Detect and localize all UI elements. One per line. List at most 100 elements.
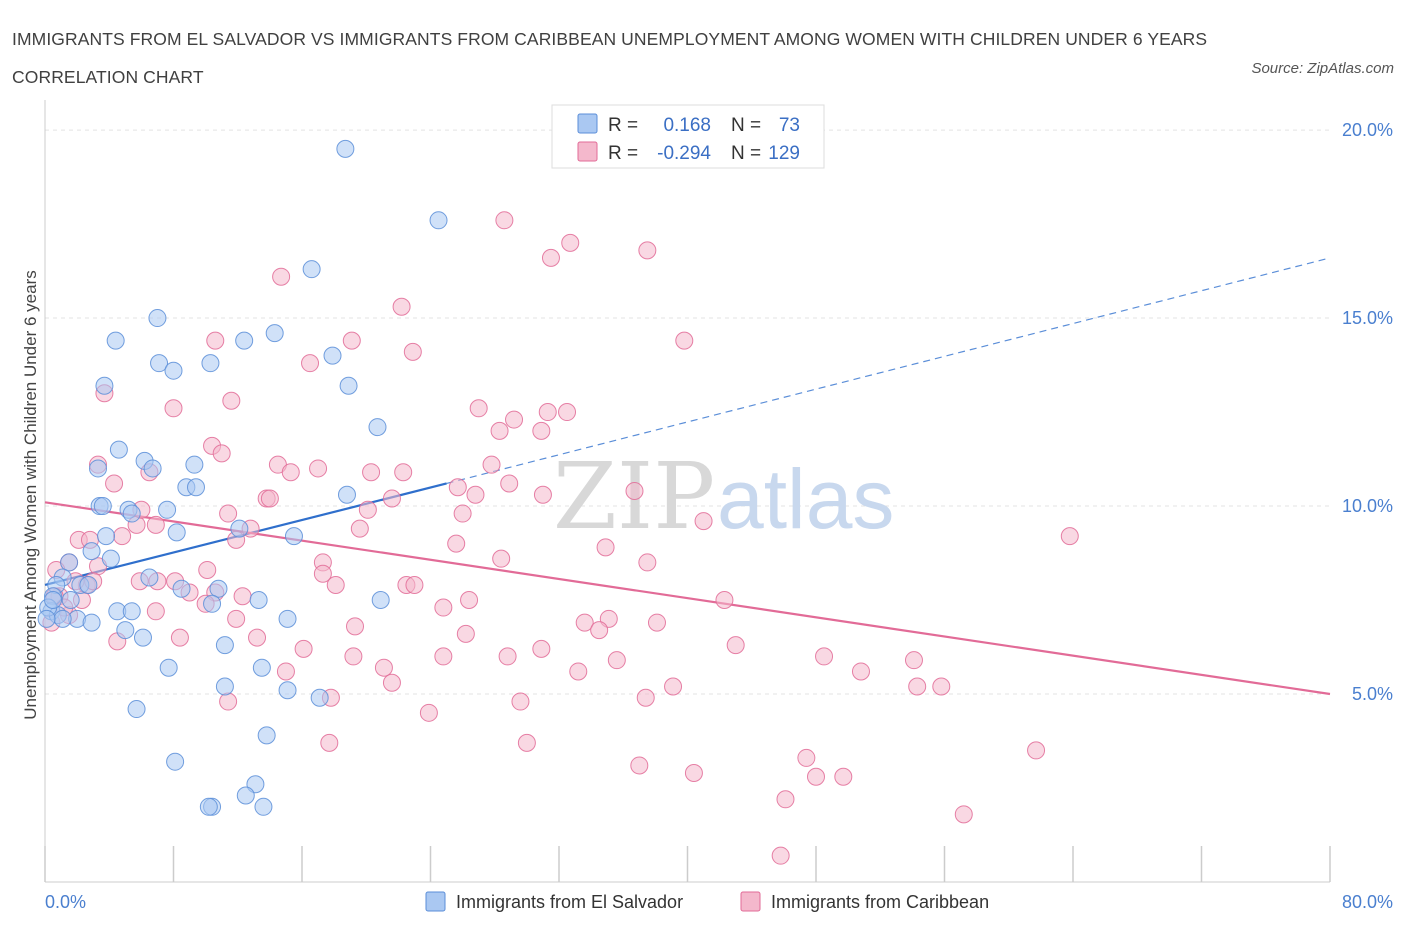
axes — [44, 100, 1331, 883]
point-caribbean-103 — [636, 688, 655, 707]
legend: R = 0.168 N = 73 R = -0.294 N = 129 — [551, 104, 825, 169]
legend-n-value-2: 129 — [768, 143, 800, 164]
point-caribbean-87 — [532, 639, 551, 658]
point-caribbean-68 — [460, 591, 479, 610]
legend-r-label-1: R = — [608, 115, 638, 136]
point-caribbean-44 — [1060, 527, 1079, 546]
point-el-salvador-2 — [302, 260, 321, 279]
point-el-salvador-39 — [209, 579, 228, 598]
point-caribbean-33 — [500, 474, 519, 493]
point-caribbean-125 — [276, 662, 295, 681]
bottom-legend-label-blue: Immigrants from El Salvador — [456, 892, 683, 912]
point-caribbean-47 — [447, 534, 466, 553]
point-caribbean-30 — [105, 474, 124, 493]
point-caribbean-32 — [466, 485, 485, 504]
point-caribbean-17 — [558, 403, 577, 422]
point-caribbean-12 — [222, 391, 241, 410]
point-el-salvador-71 — [37, 609, 56, 628]
point-caribbean-97 — [664, 677, 683, 696]
point-caribbean-78 — [346, 617, 365, 636]
point-caribbean-128 — [533, 485, 552, 504]
point-el-salvador-33 — [140, 568, 159, 587]
point-caribbean-38 — [219, 504, 238, 523]
point-caribbean-86 — [498, 647, 517, 666]
gridlines — [45, 129, 1330, 695]
point-el-salvador-10 — [323, 346, 342, 365]
y-tick-label-2: 15.0% — [1342, 308, 1393, 328]
point-caribbean-93 — [374, 658, 393, 677]
point-caribbean-69 — [715, 591, 734, 610]
point-caribbean-73 — [227, 609, 246, 628]
point-caribbean-76 — [647, 613, 666, 632]
legend-swatch-blue — [577, 113, 598, 134]
point-caribbean-102 — [511, 692, 530, 711]
point-caribbean-4 — [272, 267, 291, 286]
point-caribbean-9 — [403, 342, 422, 361]
point-caribbean-82 — [248, 628, 267, 647]
point-caribbean-59 — [326, 575, 345, 594]
point-el-salvador-61 — [166, 752, 185, 771]
point-caribbean-71 — [146, 602, 165, 621]
point-el-salvador-25 — [158, 500, 177, 519]
legend-r-value-1: 0.168 — [663, 115, 711, 136]
trend-line-el-salvador-extrapolated — [446, 257, 1331, 485]
trend-line-caribbean — [44, 501, 1331, 696]
point-caribbean-127 — [358, 500, 377, 519]
point-el-salvador-47 — [203, 594, 222, 613]
point-el-salvador-22 — [93, 497, 112, 516]
point-el-salvador-27 — [167, 523, 186, 542]
legend-n-label-2: N = — [731, 143, 761, 164]
point-caribbean-39 — [694, 512, 713, 531]
point-el-salvador-17 — [143, 459, 162, 478]
point-caribbean-18 — [490, 421, 509, 440]
point-el-salvador-64 — [236, 786, 255, 805]
point-caribbean-27 — [281, 463, 300, 482]
point-el-salvador-1 — [429, 211, 448, 230]
data-points — [37, 139, 1079, 865]
point-el-salvador-49 — [278, 609, 297, 628]
legend-r-label-2: R = — [608, 143, 638, 164]
legend-n-value-1: 73 — [779, 115, 800, 136]
point-caribbean-99 — [932, 677, 951, 696]
point-caribbean-16 — [538, 403, 557, 422]
point-caribbean-6 — [675, 331, 694, 350]
point-caribbean-98 — [908, 677, 927, 696]
point-el-salvador-51 — [82, 613, 101, 632]
point-el-salvador-53 — [133, 628, 152, 647]
point-caribbean-10 — [301, 354, 320, 373]
point-caribbean-37 — [382, 489, 401, 508]
point-el-salvador-20 — [186, 478, 205, 497]
point-el-salvador-12 — [339, 376, 358, 395]
point-el-salvador-37 — [79, 575, 98, 594]
point-caribbean-19 — [532, 421, 551, 440]
point-caribbean-91 — [815, 647, 834, 666]
point-caribbean-0 — [495, 211, 514, 230]
point-caribbean-49 — [492, 549, 511, 568]
point-caribbean-126 — [453, 504, 472, 523]
point-caribbean-111 — [807, 767, 825, 786]
point-caribbean-96 — [382, 673, 401, 692]
point-caribbean-108 — [797, 748, 816, 767]
bottom-legend: Immigrants from El Salvador Immigrants f… — [425, 891, 989, 912]
point-el-salvador-58 — [278, 681, 297, 700]
y-tick-label-1: 10.0% — [1342, 496, 1393, 516]
y-tick-label-0: 5.0% — [1352, 684, 1393, 704]
point-caribbean-88 — [344, 647, 363, 666]
point-el-salvador-18 — [185, 455, 204, 474]
point-caribbean-61 — [405, 575, 424, 594]
point-caribbean-1 — [561, 233, 580, 252]
point-el-salvador-24 — [122, 504, 141, 523]
point-caribbean-94 — [569, 662, 588, 681]
point-caribbean-95 — [851, 662, 870, 681]
point-el-salvador-69 — [337, 485, 356, 504]
point-caribbean-85 — [294, 639, 313, 658]
point-el-salvador-7 — [150, 354, 169, 373]
point-caribbean-90 — [607, 651, 626, 670]
point-caribbean-113 — [776, 790, 795, 809]
point-caribbean-34 — [625, 482, 644, 500]
point-caribbean-48 — [596, 538, 615, 557]
point-caribbean-104 — [419, 703, 438, 722]
point-caribbean-21 — [212, 444, 231, 463]
point-caribbean-54 — [198, 560, 217, 579]
